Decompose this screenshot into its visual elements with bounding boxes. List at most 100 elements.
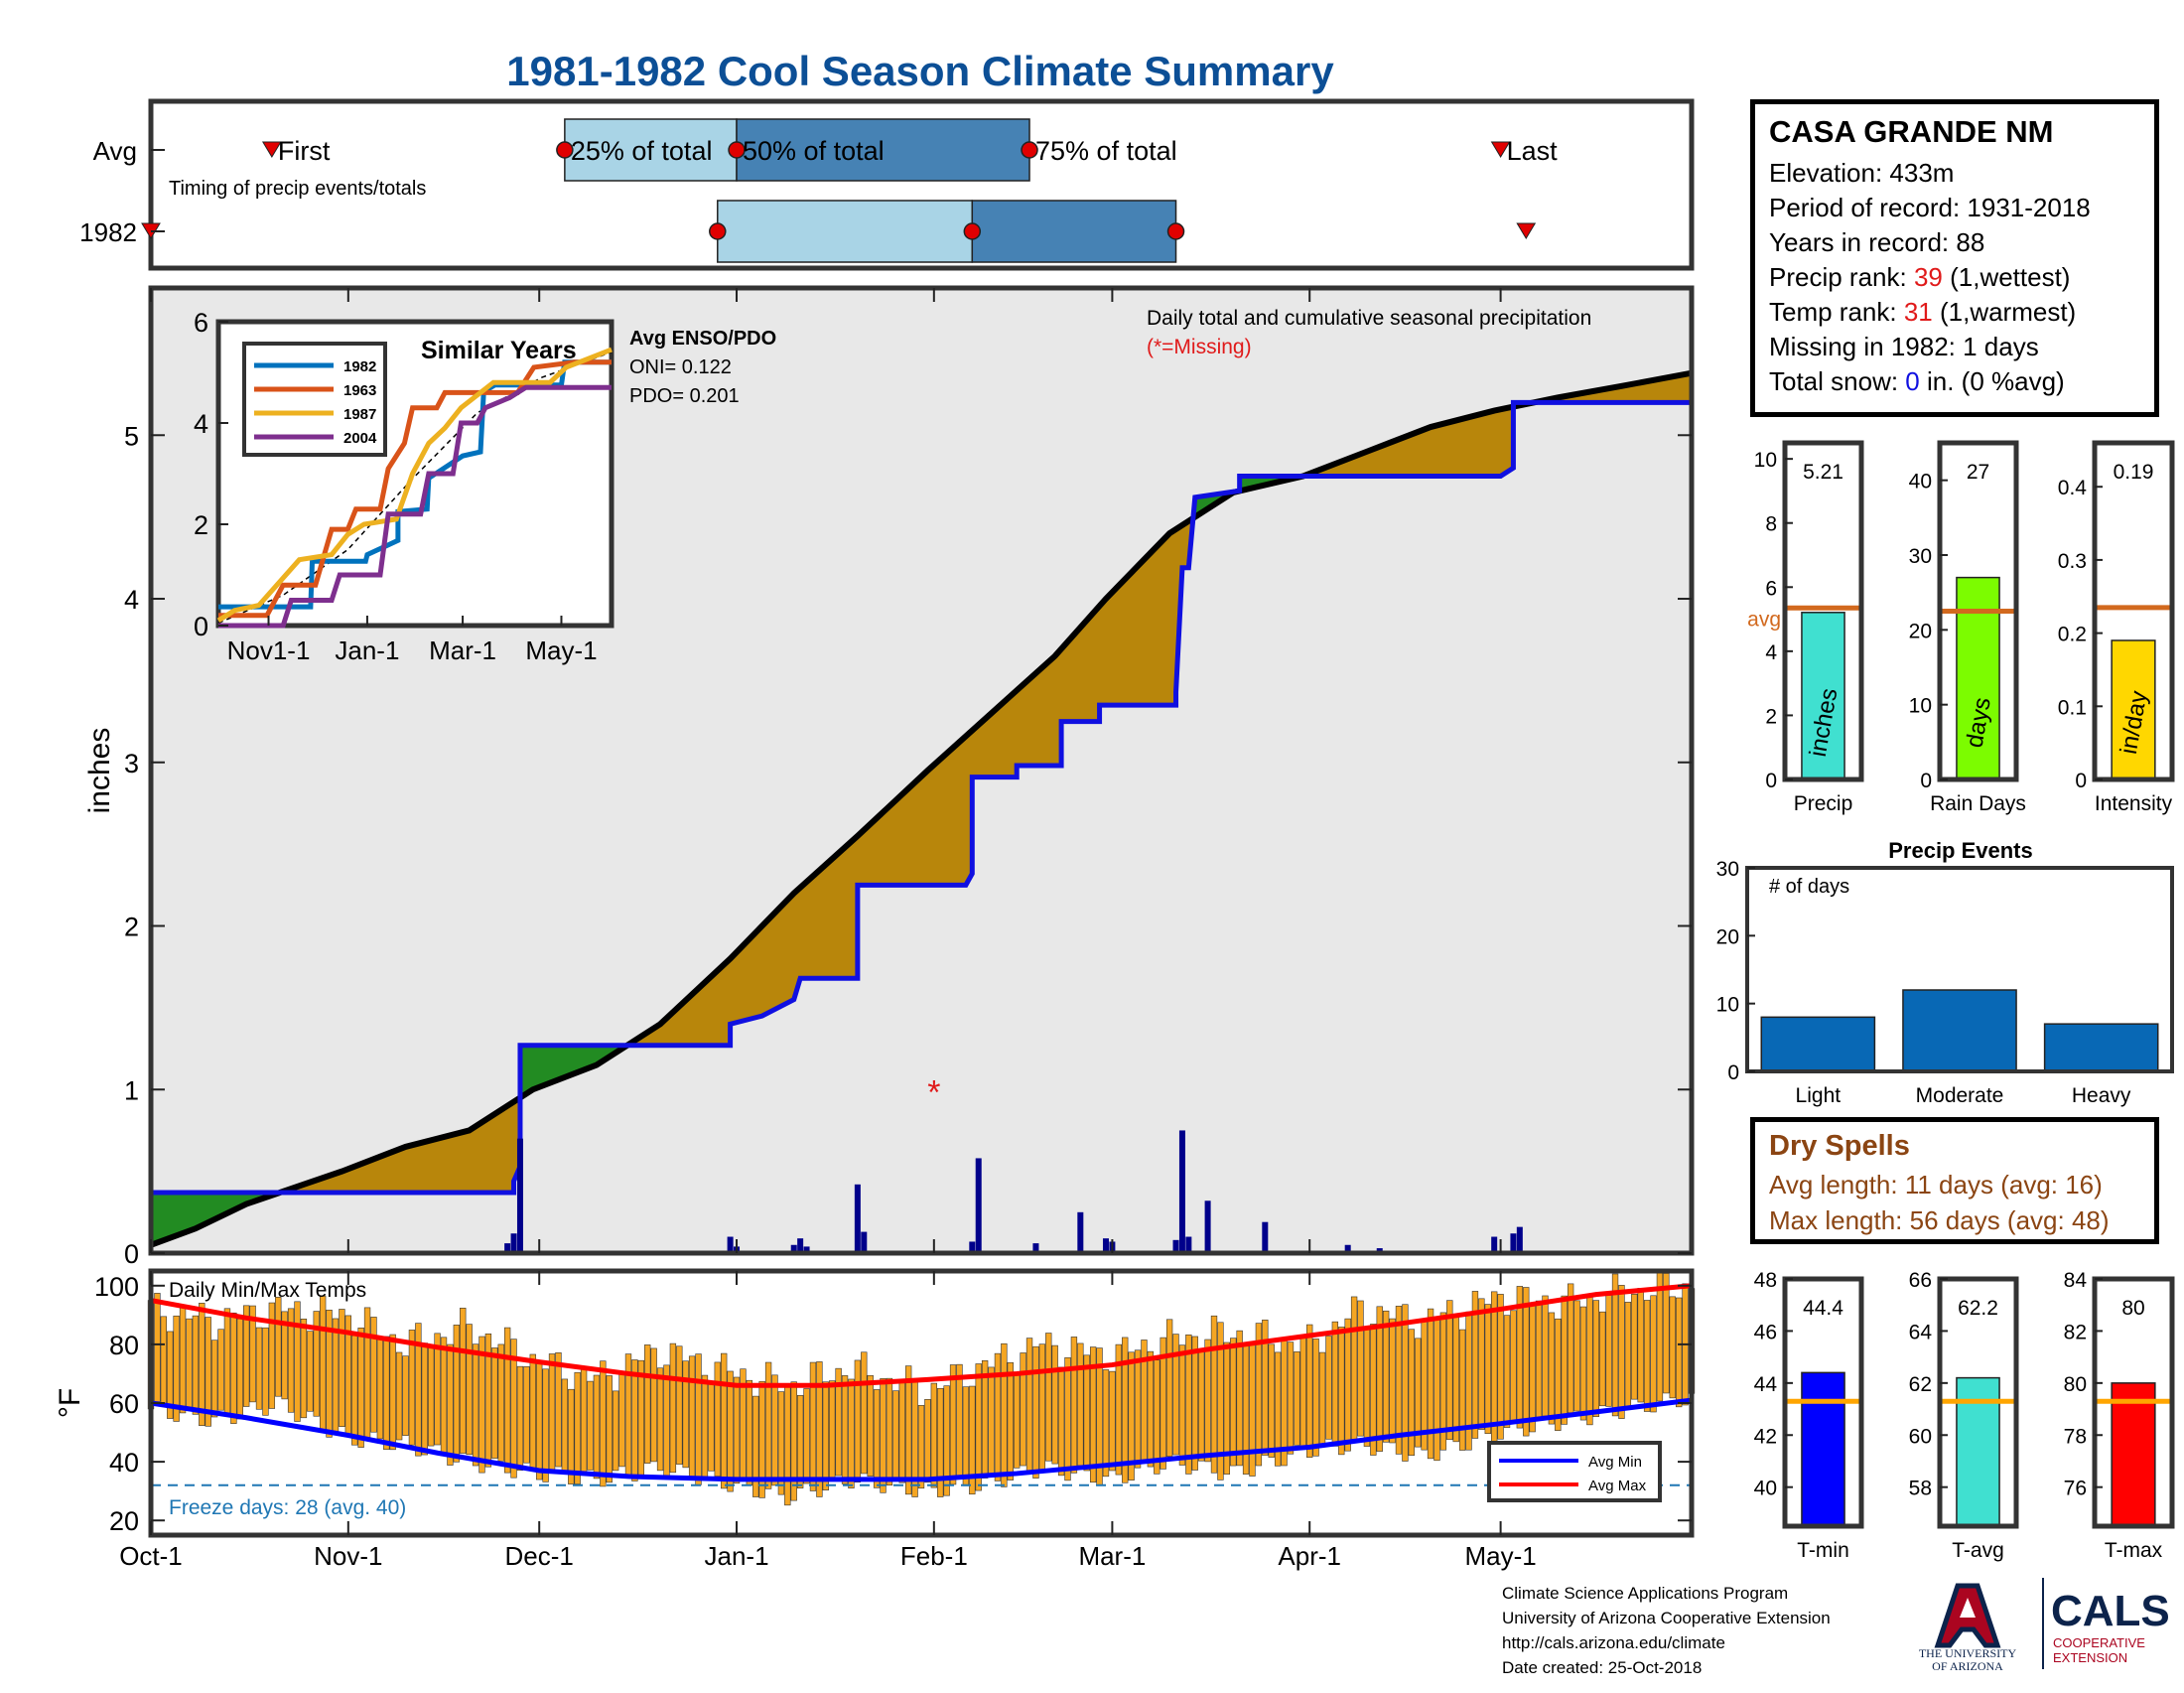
temp-bar-191 <box>1363 1326 1371 1447</box>
temp-bar-223 <box>1567 1283 1574 1414</box>
temp-bar-17 <box>255 1327 263 1410</box>
temp-bar-122 <box>924 1398 931 1483</box>
temp-bar-143 <box>1057 1366 1065 1477</box>
daily-precip-bar-20 <box>1262 1221 1269 1253</box>
temp-bar-141 <box>1045 1333 1052 1462</box>
temps-title: Daily Min/Max Temps <box>169 1279 366 1302</box>
daily-precip-bar-12 <box>1032 1243 1039 1253</box>
similar-ytick-label-4: 4 <box>194 409 208 439</box>
temp-bar-52 <box>478 1336 485 1474</box>
station-period: Period of record: 1931-2018 <box>1769 193 2091 222</box>
events-ytick-label-10: 10 <box>1716 994 1739 1017</box>
temp-bar-135 <box>1007 1361 1014 1481</box>
events-xlabel-heavy: Heavy <box>2072 1084 2131 1107</box>
events-bar-heavy <box>2043 1023 2159 1072</box>
temp-bar-19 <box>268 1302 276 1409</box>
station-elevation: Elevation: 433m <box>1769 158 1955 188</box>
t-avg-ytick-label-66: 66 <box>1909 1269 1932 1292</box>
temp-bar-73 <box>612 1390 619 1472</box>
t-avg-frame <box>1937 1276 2019 1529</box>
temp-bar-226 <box>1586 1295 1593 1426</box>
t-min-ytick-label-40: 40 <box>1754 1478 1777 1500</box>
timing-label-p25: 25% of total <box>571 136 713 166</box>
temp-bar-29 <box>332 1318 340 1433</box>
temp-bar-1 <box>154 1293 161 1402</box>
temp-bar-37 <box>383 1336 390 1451</box>
temp-bar-38 <box>389 1334 396 1451</box>
temp-bar-129 <box>969 1385 976 1495</box>
temp-bar-202 <box>1433 1318 1440 1462</box>
dry-spells-max: Max length: 56 days (avg: 48) <box>1769 1205 2110 1235</box>
temp-bar-13 <box>230 1312 237 1424</box>
temp-bar-127 <box>956 1363 963 1480</box>
temp-bar-3 <box>167 1331 174 1419</box>
daily-precip-bar-2 <box>516 1138 523 1253</box>
temp-bar-58 <box>516 1365 524 1471</box>
events-ytick-label-0: 0 <box>1727 1061 1739 1084</box>
temp-bar-206 <box>1458 1329 1466 1451</box>
temp-bar-159 <box>1160 1337 1166 1470</box>
similar-ytick-label-0: 0 <box>194 612 208 641</box>
temp-bar-48 <box>453 1325 461 1463</box>
temp-bar-44 <box>428 1346 435 1447</box>
temp-bar-180 <box>1294 1351 1300 1446</box>
similar-legend-label-2004: 2004 <box>343 430 377 447</box>
precip-total-ytick-label-2: 2 <box>1765 705 1777 728</box>
temp-bar-125 <box>943 1385 950 1496</box>
temp-bar-71 <box>600 1360 607 1487</box>
temp-bar-167 <box>1210 1315 1218 1474</box>
temp-bar-90 <box>721 1352 728 1489</box>
temp-bar-104 <box>809 1361 817 1491</box>
daily-precip-bar-19 <box>1204 1200 1211 1253</box>
temps-xtick-label-5: Mar-1 <box>1078 1541 1146 1571</box>
daily-precip-bar-14 <box>1102 1238 1109 1253</box>
events-ytick-label-20: 20 <box>1716 925 1739 948</box>
rain-days-ytick-label-20: 20 <box>1909 620 1932 642</box>
temp-bar-215 <box>1516 1286 1524 1429</box>
temp-bar-26 <box>313 1311 320 1417</box>
temp-bar-92 <box>733 1376 741 1484</box>
footer-line-program: Climate Science Applications Program <box>1502 1584 1789 1603</box>
temp-bar-36 <box>376 1338 384 1440</box>
temp-bar-82 <box>669 1342 677 1474</box>
temp-bar-154 <box>1128 1351 1135 1481</box>
temp-bar-130 <box>975 1363 982 1491</box>
precip-total-ytick-label-0: 0 <box>1765 770 1777 792</box>
temp-bar-114 <box>873 1389 881 1488</box>
t-max-ytick-label-78: 78 <box>2064 1425 2087 1448</box>
temp-bar-15 <box>243 1305 250 1407</box>
t-min-value-label: 44.4 <box>1803 1297 1843 1320</box>
temp-bar-80 <box>656 1367 664 1472</box>
temp-bar-109 <box>841 1375 849 1484</box>
temp-bar-87 <box>701 1374 709 1479</box>
temp-bar-227 <box>1592 1300 1599 1417</box>
temp-bar-236 <box>1650 1295 1657 1413</box>
intensity-ytick-label-0.3: 0.3 <box>2058 550 2087 573</box>
temp-bar-198 <box>1408 1329 1415 1456</box>
temp-bar-65 <box>561 1378 569 1475</box>
temp-bar-136 <box>1014 1373 1021 1469</box>
temp-bar-18 <box>262 1327 269 1416</box>
temp-bar-176 <box>1268 1343 1275 1458</box>
temp-bar-60 <box>529 1353 536 1469</box>
t-avg-ytick-label-60: 60 <box>1909 1425 1932 1448</box>
logos: THE UNIVERSITY OF ARIZONA CALS COOPERATI… <box>1919 1578 2170 1673</box>
pdo-label: PDO= 0.201 <box>629 385 740 407</box>
temp-bar-225 <box>1579 1306 1587 1421</box>
daily-precip-bar-25 <box>1516 1226 1523 1253</box>
daily-precip-bar-8 <box>854 1184 861 1253</box>
timing-box-upper-year <box>971 200 1177 263</box>
footer-link[interactable]: http://cals.arizona.edu/climate <box>1502 1633 1725 1652</box>
similar-ytick-label-6: 6 <box>194 308 208 338</box>
a-logo-inner <box>1960 1598 1976 1618</box>
temp-bar-6 <box>186 1318 193 1408</box>
station-temp-rank: Temp rank: 31 (1,warmest) <box>1769 295 2140 330</box>
temp-bar-54 <box>491 1347 498 1459</box>
t-max-ytick-label-82: 82 <box>2064 1321 2087 1343</box>
dry-spells-avg: Avg length: 11 days (avg: 16) <box>1769 1170 2103 1199</box>
temp-bar-218 <box>1535 1300 1543 1421</box>
cals-logo: CALS COOPERATIVE EXTENSION <box>2051 1587 2170 1665</box>
intensity-ytick-label-0.1: 0.1 <box>2058 696 2087 719</box>
page-title: 1981-1982 Cool Season Climate Summary <box>506 48 1334 94</box>
temp-bar-46 <box>440 1337 448 1457</box>
